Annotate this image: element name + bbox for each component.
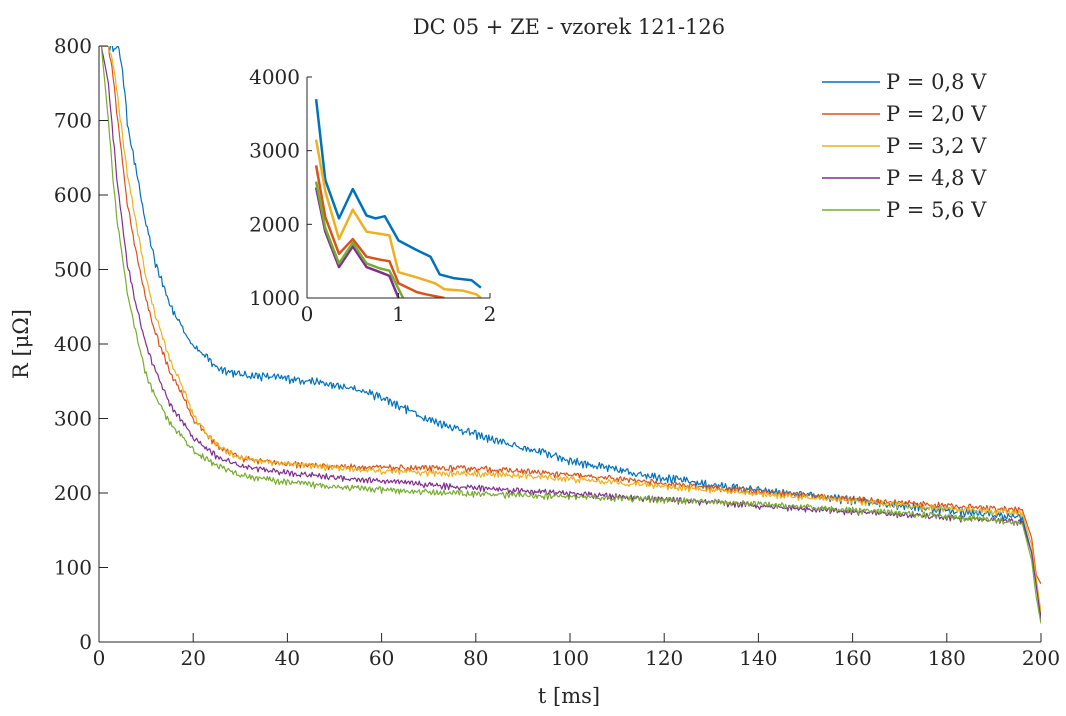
legend: P = 0,8 V P = 2,0 V P = 3,2 V P = 4,8 V P = … [822,70,987,222]
inset-y-tick-label: 1000 [249,286,300,310]
inset-x-tick-label: 0 [301,302,314,326]
main-y-tick-label: 100 [54,556,92,580]
chart-title: DC 05 + ZE - vzorek 121-126 [413,15,725,39]
inset-series-line-2 [314,165,445,298]
inset-plot: 0 1 2 1000 2000 3000 4000 [249,65,496,326]
inset-axes: 0 1 2 1000 2000 3000 4000 [249,65,496,326]
main-series-line-4 [100,46,1041,620]
main-x-tick-label: 200 [1022,646,1060,670]
main-y-tick-label: 0 [79,630,92,654]
main-x-tick-label: 100 [551,646,589,670]
main-series-line-2 [101,46,1041,585]
main-x-tick-label: 40 [275,646,300,670]
main-y-tick-label: 600 [54,183,92,207]
y-axis-label: R [μΩ] [9,309,33,379]
main-series-line-3 [101,46,1041,613]
legend-label-5: P = 5,6 V [886,198,987,222]
main-y-tick-label: 400 [54,332,92,356]
inset-series-line-3 [314,139,482,298]
inset-x-tick-label: 1 [392,302,405,326]
inset-series-line-5 [314,181,405,298]
main-axes: 0 20 40 60 80 100 120 140 160 180 2000100200300400… [54,34,1060,670]
main-x-tick-label: 20 [180,646,205,670]
inset-series-group [314,98,482,298]
inset-background [307,77,490,298]
inset-series-line-1 [314,98,482,289]
main-y-tick-label: 300 [54,407,92,431]
x-axis-label: t [ms] [538,684,600,708]
inset-y-tick-label: 3000 [249,139,300,163]
main-y-tick-label: 500 [54,258,92,282]
main-x-tick-label: 180 [928,646,966,670]
legend-label-4: P = 4,8 V [886,166,987,190]
inset-y-tick-label: 4000 [249,65,300,89]
legend-label-2: P = 2,0 V [886,102,987,126]
main-x-tick-label: 120 [645,646,683,670]
main-x-tick-label: 60 [369,646,394,670]
main-y-tick-label: 700 [54,109,92,133]
main-plot: 0 20 40 60 80 100 120 140 160 180 2000100200300400… [54,34,1060,670]
inset-y-tick-label: 2000 [249,212,300,236]
main-y-tick-label: 800 [54,34,92,58]
main-x-tick-label: 140 [739,646,777,670]
main-x-tick-label: 0 [93,646,106,670]
main-series-line-5 [100,46,1041,624]
main-y-tick-label: 200 [54,481,92,505]
legend-label-1: P = 0,8 V [886,70,987,94]
inset-series-line-4 [314,187,400,298]
main-series-group [100,46,1041,624]
legend-label-3: P = 3,2 V [886,134,987,158]
inset-x-tick-label: 2 [484,302,497,326]
main-x-tick-label: 160 [834,646,872,670]
main-x-tick-label: 80 [463,646,488,670]
